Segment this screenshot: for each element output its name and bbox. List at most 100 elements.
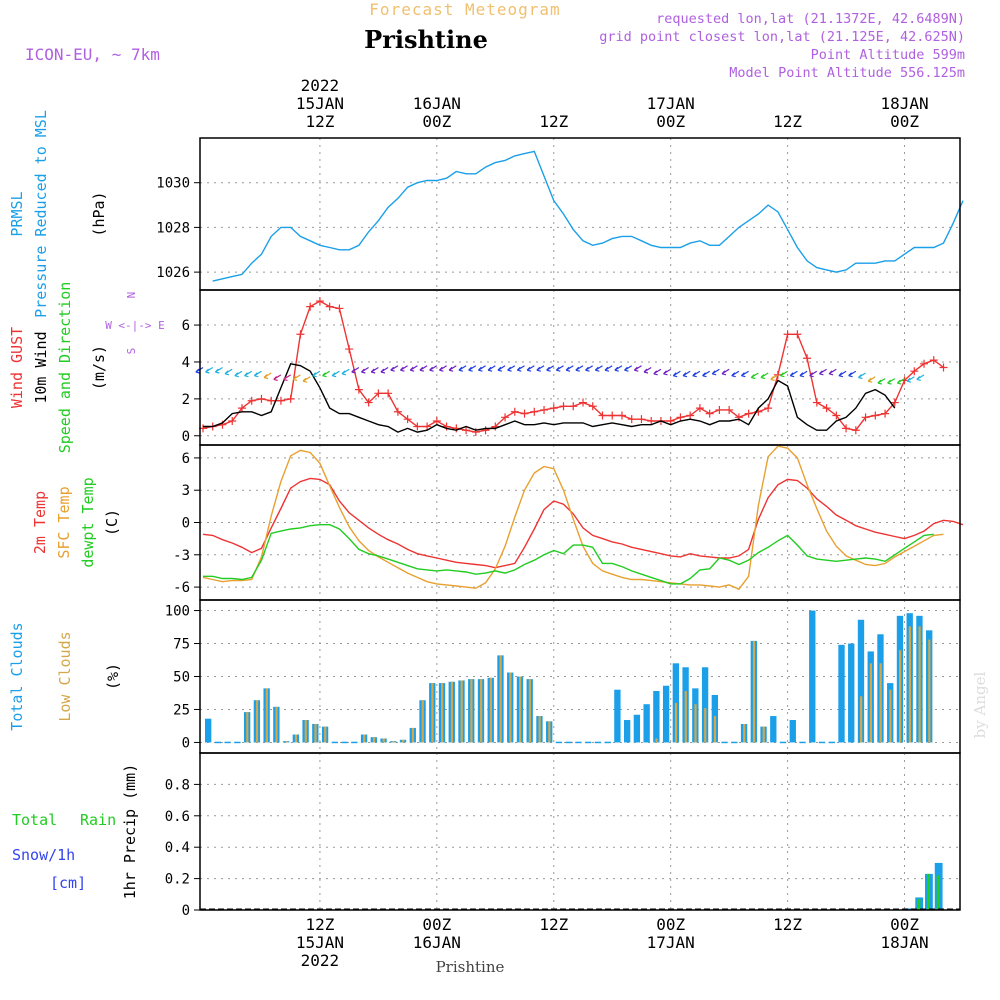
y-tick-label: -6 (173, 580, 190, 596)
gust-marker (306, 302, 315, 311)
precip-bar (917, 899, 921, 910)
wind-direction-arrow (750, 372, 759, 380)
wind-direction-arrow (672, 370, 681, 378)
wind-direction-arrow (507, 365, 516, 372)
panel-pressure: 1026 1028 1030 PRMSL Pressure Reduced to MSL… (8, 110, 964, 318)
low-cloud-bar (860, 696, 863, 743)
wind-direction-arrow (555, 365, 564, 372)
gust-marker (637, 415, 646, 424)
panel-frame (199, 137, 961, 291)
gust-marker (218, 420, 227, 429)
low-cloud-bar (762, 726, 765, 743)
wind-direction-arrow (429, 365, 438, 372)
y-tick-label: 4 (182, 355, 190, 371)
gridpoint-coords: grid point closest lon,lat (21.125E, 42.… (599, 29, 965, 45)
y-tick-label: 0 (182, 903, 190, 919)
gust-marker (374, 389, 383, 398)
wind-direction-arrow (341, 368, 350, 376)
gust-marker (842, 424, 851, 433)
y-tick-label: 2 (182, 392, 190, 408)
gust-marker (861, 413, 870, 422)
low-cloud-bar (869, 663, 872, 743)
low-cloud-bar (538, 716, 541, 743)
low-cloud-bar (441, 683, 444, 743)
y-tick-label: 0 (182, 735, 190, 751)
gust-marker (715, 405, 724, 414)
gust-marker (588, 402, 597, 411)
panel-label-line: (hPa) (90, 191, 108, 236)
wind-direction-arrow (896, 378, 905, 385)
wind-direction-arrow (770, 374, 779, 381)
wind-direction-arrow (818, 368, 827, 376)
bottom-time-label: 12Z (773, 915, 802, 934)
gust-marker (471, 428, 480, 437)
legend-total: Total (12, 811, 57, 829)
series-line (202, 477, 964, 569)
wind-direction-arrow (692, 370, 701, 378)
gust-marker (793, 330, 802, 339)
gust-marker (403, 415, 412, 424)
gust-marker (822, 404, 831, 413)
y-tick-label: 6 (182, 318, 190, 334)
wind-direction-arrow (906, 376, 915, 383)
gust-marker (929, 356, 938, 365)
low-cloud-bar (684, 691, 687, 743)
top-time-label: 00Z (890, 112, 919, 131)
low-cloud-bar (431, 683, 434, 743)
top-time-label: 12Z (539, 112, 568, 131)
y-tick-label: 0.2 (165, 872, 190, 888)
wind-direction-arrow (468, 365, 477, 372)
gust-marker (627, 415, 636, 424)
precip-bar (936, 875, 940, 910)
wind-direction-arrow (273, 374, 282, 381)
gust-marker (501, 413, 510, 422)
gust-marker (910, 367, 919, 376)
gust-marker (705, 409, 714, 418)
top-time-label: 12Z (773, 112, 802, 131)
plot-layer: 1026 1028 1030 PRMSL Pressure Reduced to MSL… (8, 76, 964, 970)
y-tick-label: 100 (165, 604, 190, 620)
wind-direction-arrow (224, 368, 233, 376)
total-cloud-bar (662, 685, 670, 743)
gust-marker (666, 417, 675, 426)
top-time-label: 18JAN (880, 94, 928, 113)
series-line (202, 445, 944, 591)
top-time-label: 00Z (422, 112, 451, 131)
gust-marker (647, 417, 656, 426)
low-cloud-bar (470, 679, 473, 743)
compass-south: S (125, 348, 138, 355)
panel-label-line: 10m Wind (32, 331, 50, 403)
gust-marker (832, 411, 841, 420)
low-cloud-bar (489, 677, 492, 743)
wind-direction-arrow (731, 370, 740, 378)
gust-marker (676, 413, 685, 422)
top-time-label: 00Z (656, 112, 685, 131)
wind-direction-arrow (682, 370, 691, 378)
bottom-time-label: 17JAN (647, 933, 695, 952)
total-cloud-bar (857, 619, 865, 743)
total-cloud-bar (653, 691, 660, 743)
gust-marker (598, 411, 607, 420)
gust-marker (228, 417, 237, 426)
wind-direction-arrow (487, 365, 496, 372)
gust-marker (686, 411, 695, 420)
low-cloud-bar (704, 708, 707, 743)
gust-marker (939, 363, 948, 372)
wind-direction-arrow (263, 372, 272, 380)
wind-direction-arrow (614, 365, 623, 372)
wind-direction-arrow (594, 365, 603, 372)
wind-direction-arrow (760, 372, 769, 380)
compass-west-east: W <-|-> E (105, 319, 165, 332)
low-cloud-bar (519, 676, 522, 743)
wind-direction-arrow (653, 368, 662, 376)
low-cloud-bar (480, 679, 483, 743)
wind-direction-arrow (643, 366, 652, 374)
gust-marker (764, 404, 773, 413)
y-tick-label: 3 (182, 483, 190, 499)
wind-direction-arrow (497, 365, 506, 372)
panel-clouds: 0 25 50 75 100 Total Clouds Low Clouds (%) (8, 599, 961, 754)
bottom-time-label: 00Z (890, 915, 919, 934)
point-altitude: Point Altitude 599m (811, 47, 965, 63)
panel-label-line: dewpt Temp (79, 477, 97, 567)
total-cloud-bar (623, 720, 631, 743)
